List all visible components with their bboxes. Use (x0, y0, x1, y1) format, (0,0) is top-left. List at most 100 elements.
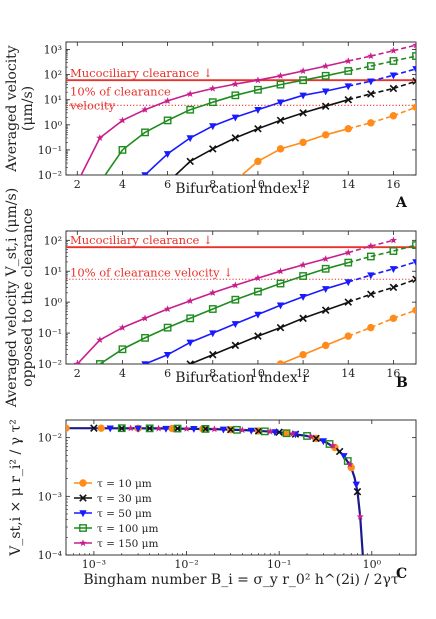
y-tick-label: 10⁻¹ (38, 144, 62, 157)
data-point (254, 124, 262, 133)
data-point (254, 427, 263, 435)
data-point (282, 429, 291, 437)
y-tick-label: 10¹ (44, 265, 62, 278)
data-point (141, 172, 149, 175)
legend-label: τ = 30 μm (97, 493, 152, 505)
series-4 (73, 236, 398, 364)
data-point (412, 42, 416, 49)
data-point (231, 321, 240, 328)
series-0 (276, 306, 416, 364)
x-tick-label: 10⁻¹ (267, 558, 291, 571)
data-point (367, 90, 375, 98)
series-line-dashed (348, 239, 394, 254)
series-line-dashed (348, 278, 416, 303)
series-line (174, 98, 349, 175)
data-point (134, 425, 142, 433)
hline-label: 10% of clearance (70, 84, 171, 98)
data-point (141, 105, 149, 113)
y-tick-label: 10⁻³ (38, 490, 62, 503)
data-point (412, 52, 416, 60)
data-point (276, 267, 285, 275)
data-point (412, 275, 416, 284)
data-point (118, 116, 127, 124)
data-point (141, 314, 149, 322)
data-point (201, 425, 210, 433)
panel-label: C (396, 566, 407, 582)
data-point (254, 274, 262, 282)
data-point (173, 424, 182, 433)
data-point (299, 92, 307, 100)
data-point (190, 426, 198, 433)
data-point (226, 425, 235, 434)
data-point (276, 145, 285, 153)
data-point (186, 314, 195, 323)
data-point (208, 98, 217, 107)
axes-frame (65, 419, 417, 556)
data-point (367, 78, 375, 86)
data-point (141, 128, 149, 137)
data-point (231, 281, 239, 289)
data-point (344, 95, 353, 104)
legend-marker (79, 510, 87, 518)
data-point (299, 109, 307, 117)
data-point (186, 135, 194, 143)
data-point (201, 425, 210, 433)
data-point (95, 360, 104, 364)
data-point (366, 252, 375, 261)
x-tick-label: 12 (296, 178, 310, 191)
data-point (276, 302, 285, 310)
x-tick-label: 4 (119, 367, 126, 380)
data-point (141, 333, 149, 342)
data-point (329, 441, 337, 449)
data-point (145, 424, 154, 433)
x-tick-label: 16 (386, 367, 400, 380)
data-point (321, 306, 330, 314)
data-point (276, 99, 285, 107)
data-point (186, 339, 194, 347)
data-point (299, 67, 307, 75)
data-point (266, 427, 274, 435)
series-line (104, 70, 349, 175)
data-point (299, 314, 307, 323)
x-tick-label: 14 (341, 367, 355, 380)
data-point (73, 360, 81, 364)
data-point (231, 114, 240, 122)
series-2 (141, 66, 416, 175)
panel-B: 2 4 6 8 10 12 14 16 10⁻² 10⁻¹ 10⁰ 10¹ 10² Bifurcation… (4, 188, 417, 408)
series-1 (186, 275, 416, 364)
y-tick-label: 10² (44, 234, 62, 247)
hline-label: 10% of clearance velocity ↓ (70, 265, 233, 279)
data-point (254, 311, 262, 319)
data-point (209, 350, 217, 359)
data-point (389, 112, 398, 120)
y-tick-label: 10⁻⁴ (38, 549, 63, 562)
data-point (356, 512, 364, 520)
x-tick-label: 6 (164, 367, 171, 380)
data-point (367, 52, 375, 60)
data-point (231, 134, 240, 142)
data-point (186, 297, 194, 304)
axes-frame (65, 230, 417, 365)
hline-label-2: velocity (69, 98, 116, 112)
data-point (412, 103, 416, 111)
plot-area (66, 424, 364, 555)
y-tick-label: 10⁻² (38, 432, 62, 445)
data-point (389, 247, 398, 255)
data-point (117, 424, 126, 433)
data-point (209, 123, 217, 131)
series-line (76, 251, 349, 364)
data-point (118, 424, 126, 433)
data-point (412, 306, 416, 314)
data-point (208, 305, 217, 313)
data-point (162, 425, 170, 433)
data-point (96, 336, 104, 344)
data-point (141, 361, 149, 364)
data-point (344, 57, 352, 65)
series-4 (80, 42, 416, 175)
data-point (322, 62, 330, 70)
x-tick-label: 10⁰ (363, 558, 382, 571)
y-tick-label: 10⁻² (38, 169, 62, 182)
data-point (66, 424, 70, 432)
data-point (344, 125, 352, 133)
